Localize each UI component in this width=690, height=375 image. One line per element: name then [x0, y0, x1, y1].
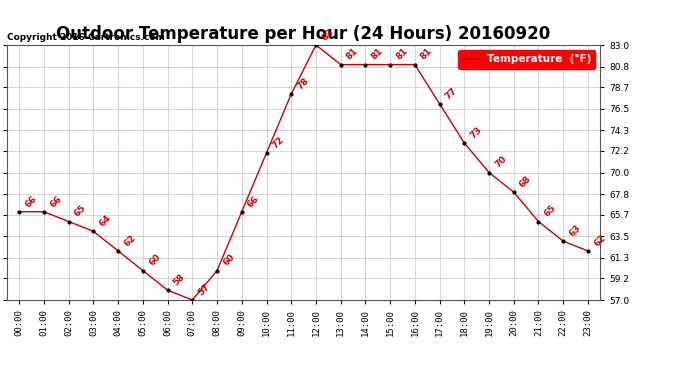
Text: 60: 60 [221, 253, 237, 268]
Text: 63: 63 [567, 223, 582, 238]
Text: 65: 65 [542, 204, 558, 219]
Text: 66: 66 [246, 194, 261, 209]
Title: Outdoor Temperature per Hour (24 Hours) 20160920: Outdoor Temperature per Hour (24 Hours) … [57, 26, 551, 44]
Text: 72: 72 [270, 135, 286, 150]
Text: 68: 68 [518, 174, 533, 189]
Text: 62: 62 [592, 233, 607, 248]
Text: 81: 81 [345, 46, 360, 62]
Text: 77: 77 [444, 86, 459, 101]
Text: 81: 81 [419, 46, 434, 62]
Text: 81: 81 [394, 46, 409, 62]
Text: Copyright 2016 Cartronics.com: Copyright 2016 Cartronics.com [7, 33, 165, 42]
Text: 64: 64 [97, 213, 113, 229]
Text: 81: 81 [370, 46, 385, 62]
Text: 57: 57 [197, 282, 212, 297]
Text: 58: 58 [172, 272, 187, 287]
Text: 83: 83 [320, 27, 335, 42]
Text: 73: 73 [469, 125, 484, 140]
Text: 62: 62 [122, 233, 137, 248]
Legend: Temperature  (°F): Temperature (°F) [458, 50, 595, 69]
Text: 78: 78 [295, 76, 310, 91]
Text: 66: 66 [48, 194, 63, 209]
Text: 65: 65 [73, 204, 88, 219]
Text: 60: 60 [147, 253, 162, 268]
Text: 66: 66 [23, 194, 39, 209]
Text: 70: 70 [493, 154, 509, 170]
